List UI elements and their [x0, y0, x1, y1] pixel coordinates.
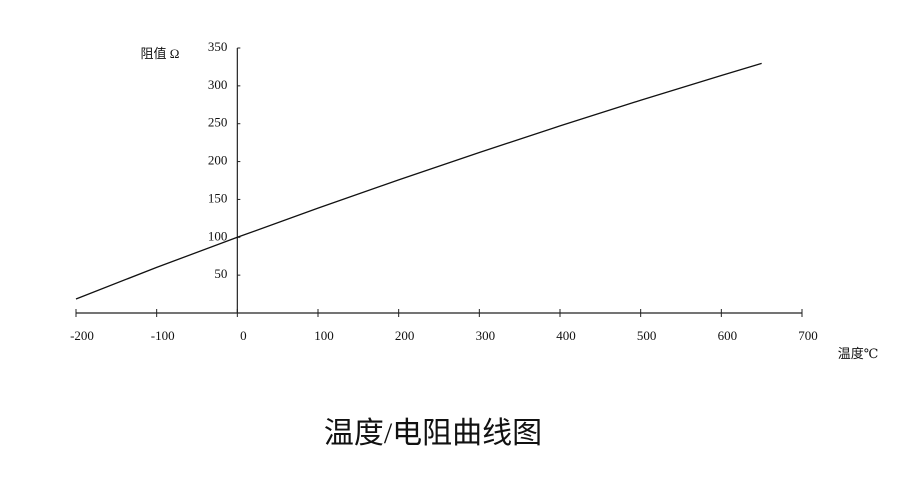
x-tick-label: 500: [637, 328, 657, 343]
data-line: [75, 62, 762, 300]
x-tick-label: -100: [151, 328, 175, 343]
x-tick-label: 300: [476, 328, 496, 343]
y-tick-label: 50: [214, 266, 227, 281]
x-axis-label: 温度℃: [838, 346, 879, 361]
y-tick-label: 300: [208, 77, 228, 92]
x-tick-label: 200: [395, 328, 415, 343]
x-tick-label: -200: [70, 328, 94, 343]
y-tick-label: 150: [208, 190, 228, 205]
y-tick-label: 100: [208, 228, 228, 243]
x-tick-label: 400: [556, 328, 576, 343]
x-tick-label: 100: [314, 328, 334, 343]
x-tick-label: 600: [718, 328, 738, 343]
y-axis-label: 阻值 Ω: [141, 46, 180, 61]
y-tick-label: 350: [208, 39, 228, 54]
y-tick-label: 200: [208, 153, 228, 168]
x-tick-label: 700: [798, 328, 818, 343]
y-tick-label: 250: [208, 115, 228, 130]
x-tick-label: 0: [240, 328, 247, 343]
chart-title: 温度/电阻曲线图: [324, 417, 542, 450]
